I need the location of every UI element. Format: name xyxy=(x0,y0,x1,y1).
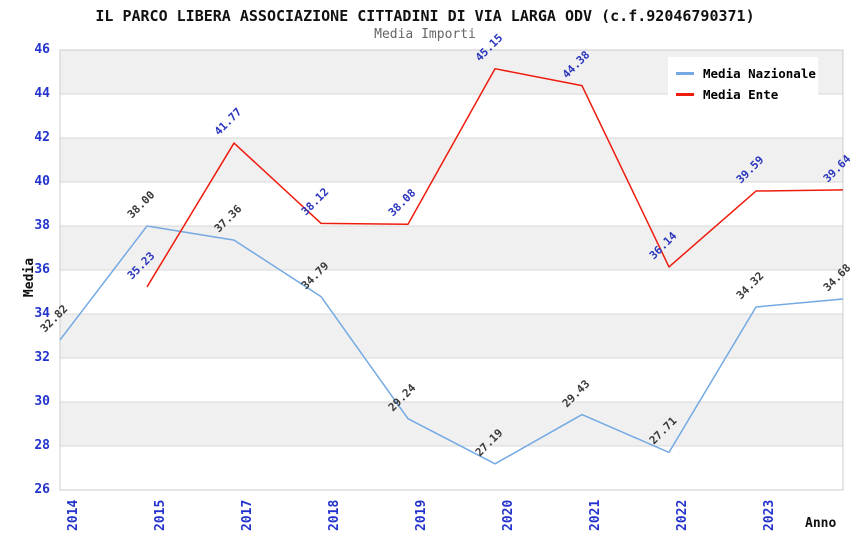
y-tick-label: 40 xyxy=(34,174,50,189)
y-tick-label: 30 xyxy=(34,394,50,409)
x-tick-label: 2014 xyxy=(65,499,81,531)
y-tick-label: 36 xyxy=(34,262,50,277)
media-nazionale-line-swatch-icon xyxy=(676,72,694,75)
legend: Media Nazionale Media Ente xyxy=(668,57,818,113)
x-tick-label: 2023 xyxy=(761,499,777,531)
y-tick-label: 46 xyxy=(34,42,50,57)
x-tick-label: 2015 xyxy=(152,499,168,531)
x-tick-label: 2020 xyxy=(500,499,516,531)
x-axis-title: Anno xyxy=(805,516,837,531)
chart-subtitle: Media Importi xyxy=(374,27,476,42)
y-tick-label: 26 xyxy=(34,482,50,497)
chart-title: IL PARCO LIBERA ASSOCIAZIONE CITTADINI D… xyxy=(95,7,755,25)
x-tick-label: 2017 xyxy=(239,499,255,531)
x-tick-label: 2019 xyxy=(413,499,429,531)
legend-item-media-ente: Media Ente xyxy=(676,87,812,102)
y-tick-label: 38 xyxy=(34,218,50,233)
y-axis-title: Media xyxy=(22,257,38,298)
x-tick-label: 2022 xyxy=(674,499,690,531)
y-tick-label: 34 xyxy=(34,306,50,321)
legend-label: Media Nazionale xyxy=(703,66,816,81)
y-tick-label: 32 xyxy=(34,350,50,365)
legend-label: Media Ente xyxy=(703,87,779,102)
y-tick-label: 44 xyxy=(34,86,50,101)
x-tick-label: 2018 xyxy=(326,499,342,531)
y-tick-label: 28 xyxy=(34,438,50,453)
x-tick-label: 2021 xyxy=(587,499,603,531)
media-ente-line-swatch-icon xyxy=(676,93,694,96)
legend-item-media-nazionale: Media Nazionale xyxy=(676,66,816,81)
y-tick-label: 42 xyxy=(34,130,50,145)
